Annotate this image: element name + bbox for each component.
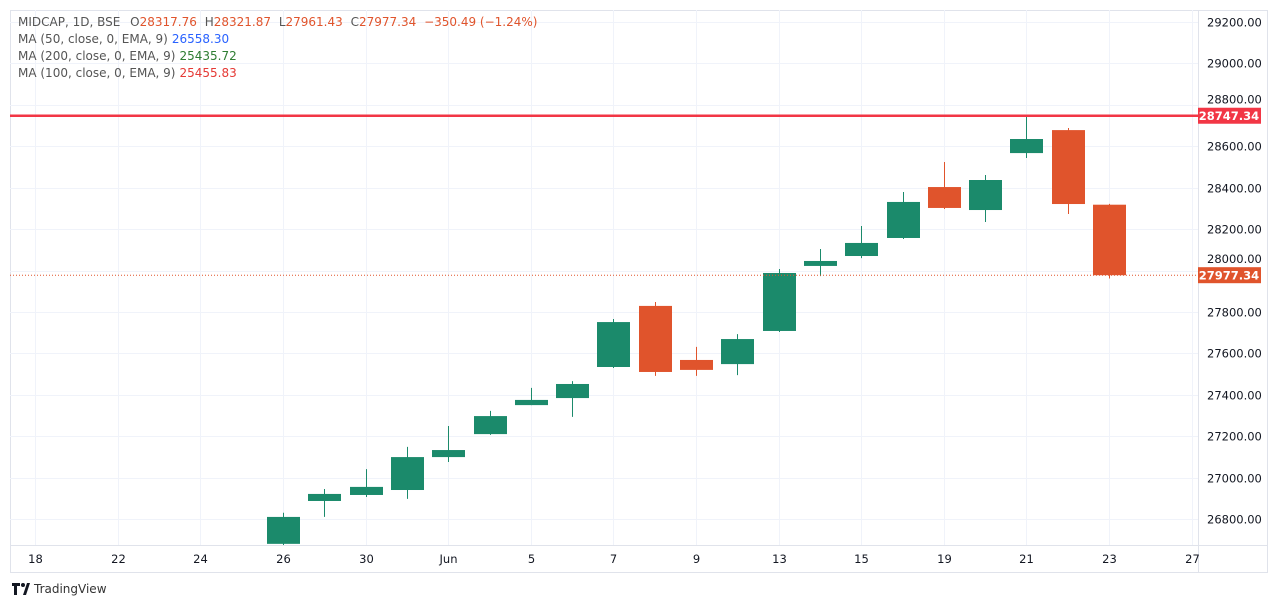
candle-body xyxy=(556,383,589,399)
candle-body xyxy=(887,201,920,238)
open-value: 28317.76 xyxy=(139,15,197,29)
x-tick-label: 5 xyxy=(528,552,535,566)
candle-body xyxy=(1093,204,1126,276)
tradingview-logo[interactable]: TradingView xyxy=(12,582,107,596)
x-tick-label: 22 xyxy=(111,552,126,566)
candle-body xyxy=(845,242,878,257)
candle-body xyxy=(515,399,548,406)
candle-body xyxy=(639,305,672,372)
x-tick-label: 7 xyxy=(610,552,617,566)
candle-body xyxy=(680,359,713,370)
ohlc-row: MIDCAP, 1D, BSE O28317.76 H28321.87 L279… xyxy=(18,14,537,31)
candle-body xyxy=(267,516,300,544)
x-tick-label: 21 xyxy=(1019,552,1034,566)
candle-body xyxy=(1010,139,1043,154)
low-label: L xyxy=(278,15,286,29)
candle-body xyxy=(804,260,837,266)
candle-body xyxy=(1052,130,1085,205)
brand-label: TradingView xyxy=(34,582,107,596)
last-price-tag xyxy=(1198,267,1261,284)
hline-price-label: 28747.34 xyxy=(1199,109,1259,123)
y-tick-label: 27800.00 xyxy=(1207,306,1262,320)
x-tick-label: Jun xyxy=(439,552,458,566)
candle-body xyxy=(969,180,1002,211)
y-tick-label: 26800.00 xyxy=(1207,513,1262,527)
y-tick-label: 28400.00 xyxy=(1207,182,1262,196)
open-label: O xyxy=(130,15,140,29)
high-label: H xyxy=(204,15,214,29)
indicator-label: MA (100, close, 0, EMA, 9) xyxy=(18,66,176,80)
indicator-ma200[interactable]: MA (200, close, 0, EMA, 9) 25435.72 xyxy=(18,48,537,65)
x-tick-label: 18 xyxy=(28,552,43,566)
hline-price-tag xyxy=(1198,107,1261,124)
high-value: 28321.87 xyxy=(213,15,271,29)
indicator-value: 26558.30 xyxy=(171,32,230,46)
tradingview-icon xyxy=(12,583,30,595)
indicator-value: 25435.72 xyxy=(179,49,237,63)
indicator-value: 25455.83 xyxy=(179,66,237,80)
indicator-ma50[interactable]: MA (50, close, 0, EMA, 9) 26558.30 xyxy=(18,31,537,48)
y-tick-label: 29200.00 xyxy=(1207,16,1262,30)
close-value: 27977.34 xyxy=(358,15,417,29)
x-tick-label: 24 xyxy=(193,552,208,566)
change-value: −350.49 (−1.24%) xyxy=(424,15,538,29)
candle-body xyxy=(308,493,341,501)
x-tick-label: 13 xyxy=(772,552,787,566)
candle-body xyxy=(597,322,630,368)
x-tick-label: 30 xyxy=(359,552,374,566)
indicator-ma100[interactable]: MA (100, close, 0, EMA, 9) 25455.83 xyxy=(18,65,537,82)
chart-frame xyxy=(10,10,1268,573)
x-tick-label: 15 xyxy=(854,552,869,566)
indicator-label: MA (50, close, 0, EMA, 9) xyxy=(18,32,168,46)
low-value: 27961.43 xyxy=(285,15,343,29)
legend: MIDCAP, 1D, BSE O28317.76 H28321.87 L279… xyxy=(18,14,537,82)
indicator-label: MA (200, close, 0, EMA, 9) xyxy=(18,49,176,63)
candle-body xyxy=(432,450,465,458)
candle-body xyxy=(391,457,424,491)
x-tick-label: 19 xyxy=(937,552,952,566)
y-tick-label: 27200.00 xyxy=(1207,430,1262,444)
candles xyxy=(267,115,1126,545)
candle-body xyxy=(928,187,961,208)
y-tick-label: 28800.00 xyxy=(1207,93,1262,107)
symbol-label[interactable]: MIDCAP, 1D, BSE xyxy=(18,15,121,29)
candle-body xyxy=(350,486,383,495)
last-price-label: 27977.34 xyxy=(1199,269,1259,283)
y-tick-label: 27600.00 xyxy=(1207,347,1262,361)
close-label: C xyxy=(350,15,359,29)
y-tick-label: 27400.00 xyxy=(1207,389,1262,403)
y-tick-label: 28000.00 xyxy=(1207,252,1262,266)
y-tick-label: 28200.00 xyxy=(1207,223,1262,237)
y-tick-label: 29000.00 xyxy=(1207,57,1262,71)
x-tick-label: 23 xyxy=(1102,552,1117,566)
candle-body xyxy=(721,339,754,365)
y-tick-label: 28600.00 xyxy=(1207,140,1262,154)
candle-body xyxy=(763,272,796,331)
x-tick-label: 27 xyxy=(1185,552,1200,566)
x-tick-label: 9 xyxy=(693,552,700,566)
candle-body xyxy=(474,416,507,435)
y-tick-label: 27000.00 xyxy=(1207,472,1262,486)
x-tick-label: 26 xyxy=(276,552,291,566)
